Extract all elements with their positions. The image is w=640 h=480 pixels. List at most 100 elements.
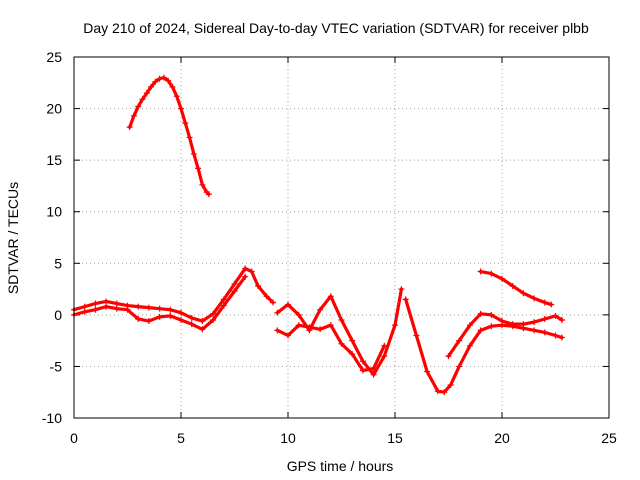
data-point bbox=[531, 319, 538, 326]
data-point bbox=[103, 303, 110, 310]
data-point bbox=[338, 317, 345, 324]
data-point bbox=[552, 332, 559, 339]
data-point bbox=[178, 317, 184, 324]
series-arc-d bbox=[477, 268, 555, 308]
data-point bbox=[263, 293, 270, 300]
data-point bbox=[520, 290, 527, 297]
y-tick-label: -10 bbox=[42, 410, 62, 426]
data-point bbox=[456, 363, 463, 370]
series-arc-c-upper bbox=[445, 310, 565, 360]
data-point bbox=[541, 299, 548, 306]
data-point bbox=[509, 282, 516, 289]
data-point bbox=[499, 275, 505, 282]
series-arc-b bbox=[274, 286, 405, 378]
data-points bbox=[71, 74, 565, 396]
data-point bbox=[424, 368, 431, 375]
data-point bbox=[148, 83, 155, 90]
data-point bbox=[327, 322, 334, 329]
data-point bbox=[520, 321, 527, 328]
y-axis-label: SDTVAR / TECUs bbox=[5, 182, 21, 294]
data-point bbox=[178, 309, 184, 316]
plot-frame bbox=[73, 56, 610, 419]
data-point bbox=[210, 317, 217, 324]
data-point bbox=[295, 322, 302, 329]
y-tick-label: -5 bbox=[50, 358, 63, 374]
data-point bbox=[317, 306, 324, 313]
x-axis-label: GPS time / hours bbox=[287, 458, 394, 474]
data-point bbox=[447, 381, 454, 388]
data-point bbox=[541, 329, 548, 336]
data-point bbox=[488, 323, 495, 330]
data-point bbox=[156, 313, 163, 320]
data-point bbox=[398, 286, 405, 293]
series-arc-high bbox=[126, 74, 212, 198]
data-point bbox=[477, 327, 484, 334]
data-point bbox=[231, 280, 238, 287]
data-point bbox=[145, 304, 152, 311]
grid-lines bbox=[74, 57, 609, 418]
data-point bbox=[160, 74, 167, 81]
data-point bbox=[152, 78, 159, 85]
data-point bbox=[220, 296, 227, 303]
x-tick-label: 10 bbox=[280, 430, 296, 446]
data-point bbox=[135, 103, 142, 110]
data-point bbox=[126, 124, 133, 131]
data-point bbox=[169, 83, 176, 90]
data-point bbox=[188, 314, 195, 321]
data-point bbox=[103, 298, 110, 305]
data-point bbox=[274, 309, 281, 316]
data-point bbox=[441, 389, 448, 396]
data-point bbox=[338, 340, 345, 347]
x-tick-label: 0 bbox=[70, 430, 78, 446]
data-point bbox=[434, 388, 441, 395]
data-point bbox=[274, 327, 281, 334]
data-point bbox=[199, 326, 206, 333]
y-tick-label: 5 bbox=[54, 255, 62, 271]
data-point bbox=[381, 342, 388, 349]
data-point bbox=[231, 288, 238, 295]
data-point bbox=[306, 324, 313, 331]
data-point bbox=[499, 318, 505, 325]
x-tick-label: 15 bbox=[387, 430, 403, 446]
data-point bbox=[242, 273, 249, 280]
data-point bbox=[186, 134, 193, 141]
data-point bbox=[167, 306, 174, 313]
data-point bbox=[167, 312, 174, 319]
data-point bbox=[113, 305, 120, 312]
data-point bbox=[456, 337, 463, 344]
y-tick-label: 10 bbox=[46, 204, 62, 220]
data-point bbox=[210, 310, 217, 317]
data-point bbox=[139, 96, 146, 103]
data-point bbox=[359, 367, 366, 374]
series-arc-a-lower bbox=[71, 273, 249, 333]
data-point bbox=[531, 295, 538, 302]
series-band bbox=[275, 323, 386, 373]
data-point bbox=[182, 120, 189, 127]
data-point bbox=[143, 90, 150, 97]
data-point bbox=[156, 75, 163, 82]
data-point bbox=[92, 306, 99, 313]
data-point bbox=[220, 302, 227, 309]
x-tick-label: 25 bbox=[601, 430, 617, 446]
data-point bbox=[270, 299, 277, 306]
y-tick-label: 15 bbox=[46, 152, 62, 168]
data-point bbox=[413, 332, 420, 339]
data-point bbox=[488, 311, 495, 318]
data-point bbox=[113, 300, 120, 307]
series-band bbox=[275, 287, 404, 377]
series-arc-b-lower bbox=[274, 322, 388, 374]
data-point bbox=[466, 322, 473, 329]
data-point bbox=[370, 365, 377, 372]
data-point bbox=[349, 351, 356, 358]
data-point bbox=[392, 322, 398, 329]
data-point bbox=[178, 105, 184, 112]
data-point bbox=[349, 337, 356, 344]
data-point bbox=[445, 353, 452, 360]
data-point bbox=[317, 326, 324, 333]
chart-title: Day 210 of 2024, Sidereal Day-to-day VTE… bbox=[83, 20, 589, 36]
data-point bbox=[285, 301, 291, 308]
data-point bbox=[327, 293, 334, 300]
data-point bbox=[370, 371, 377, 378]
data-point bbox=[205, 191, 212, 198]
